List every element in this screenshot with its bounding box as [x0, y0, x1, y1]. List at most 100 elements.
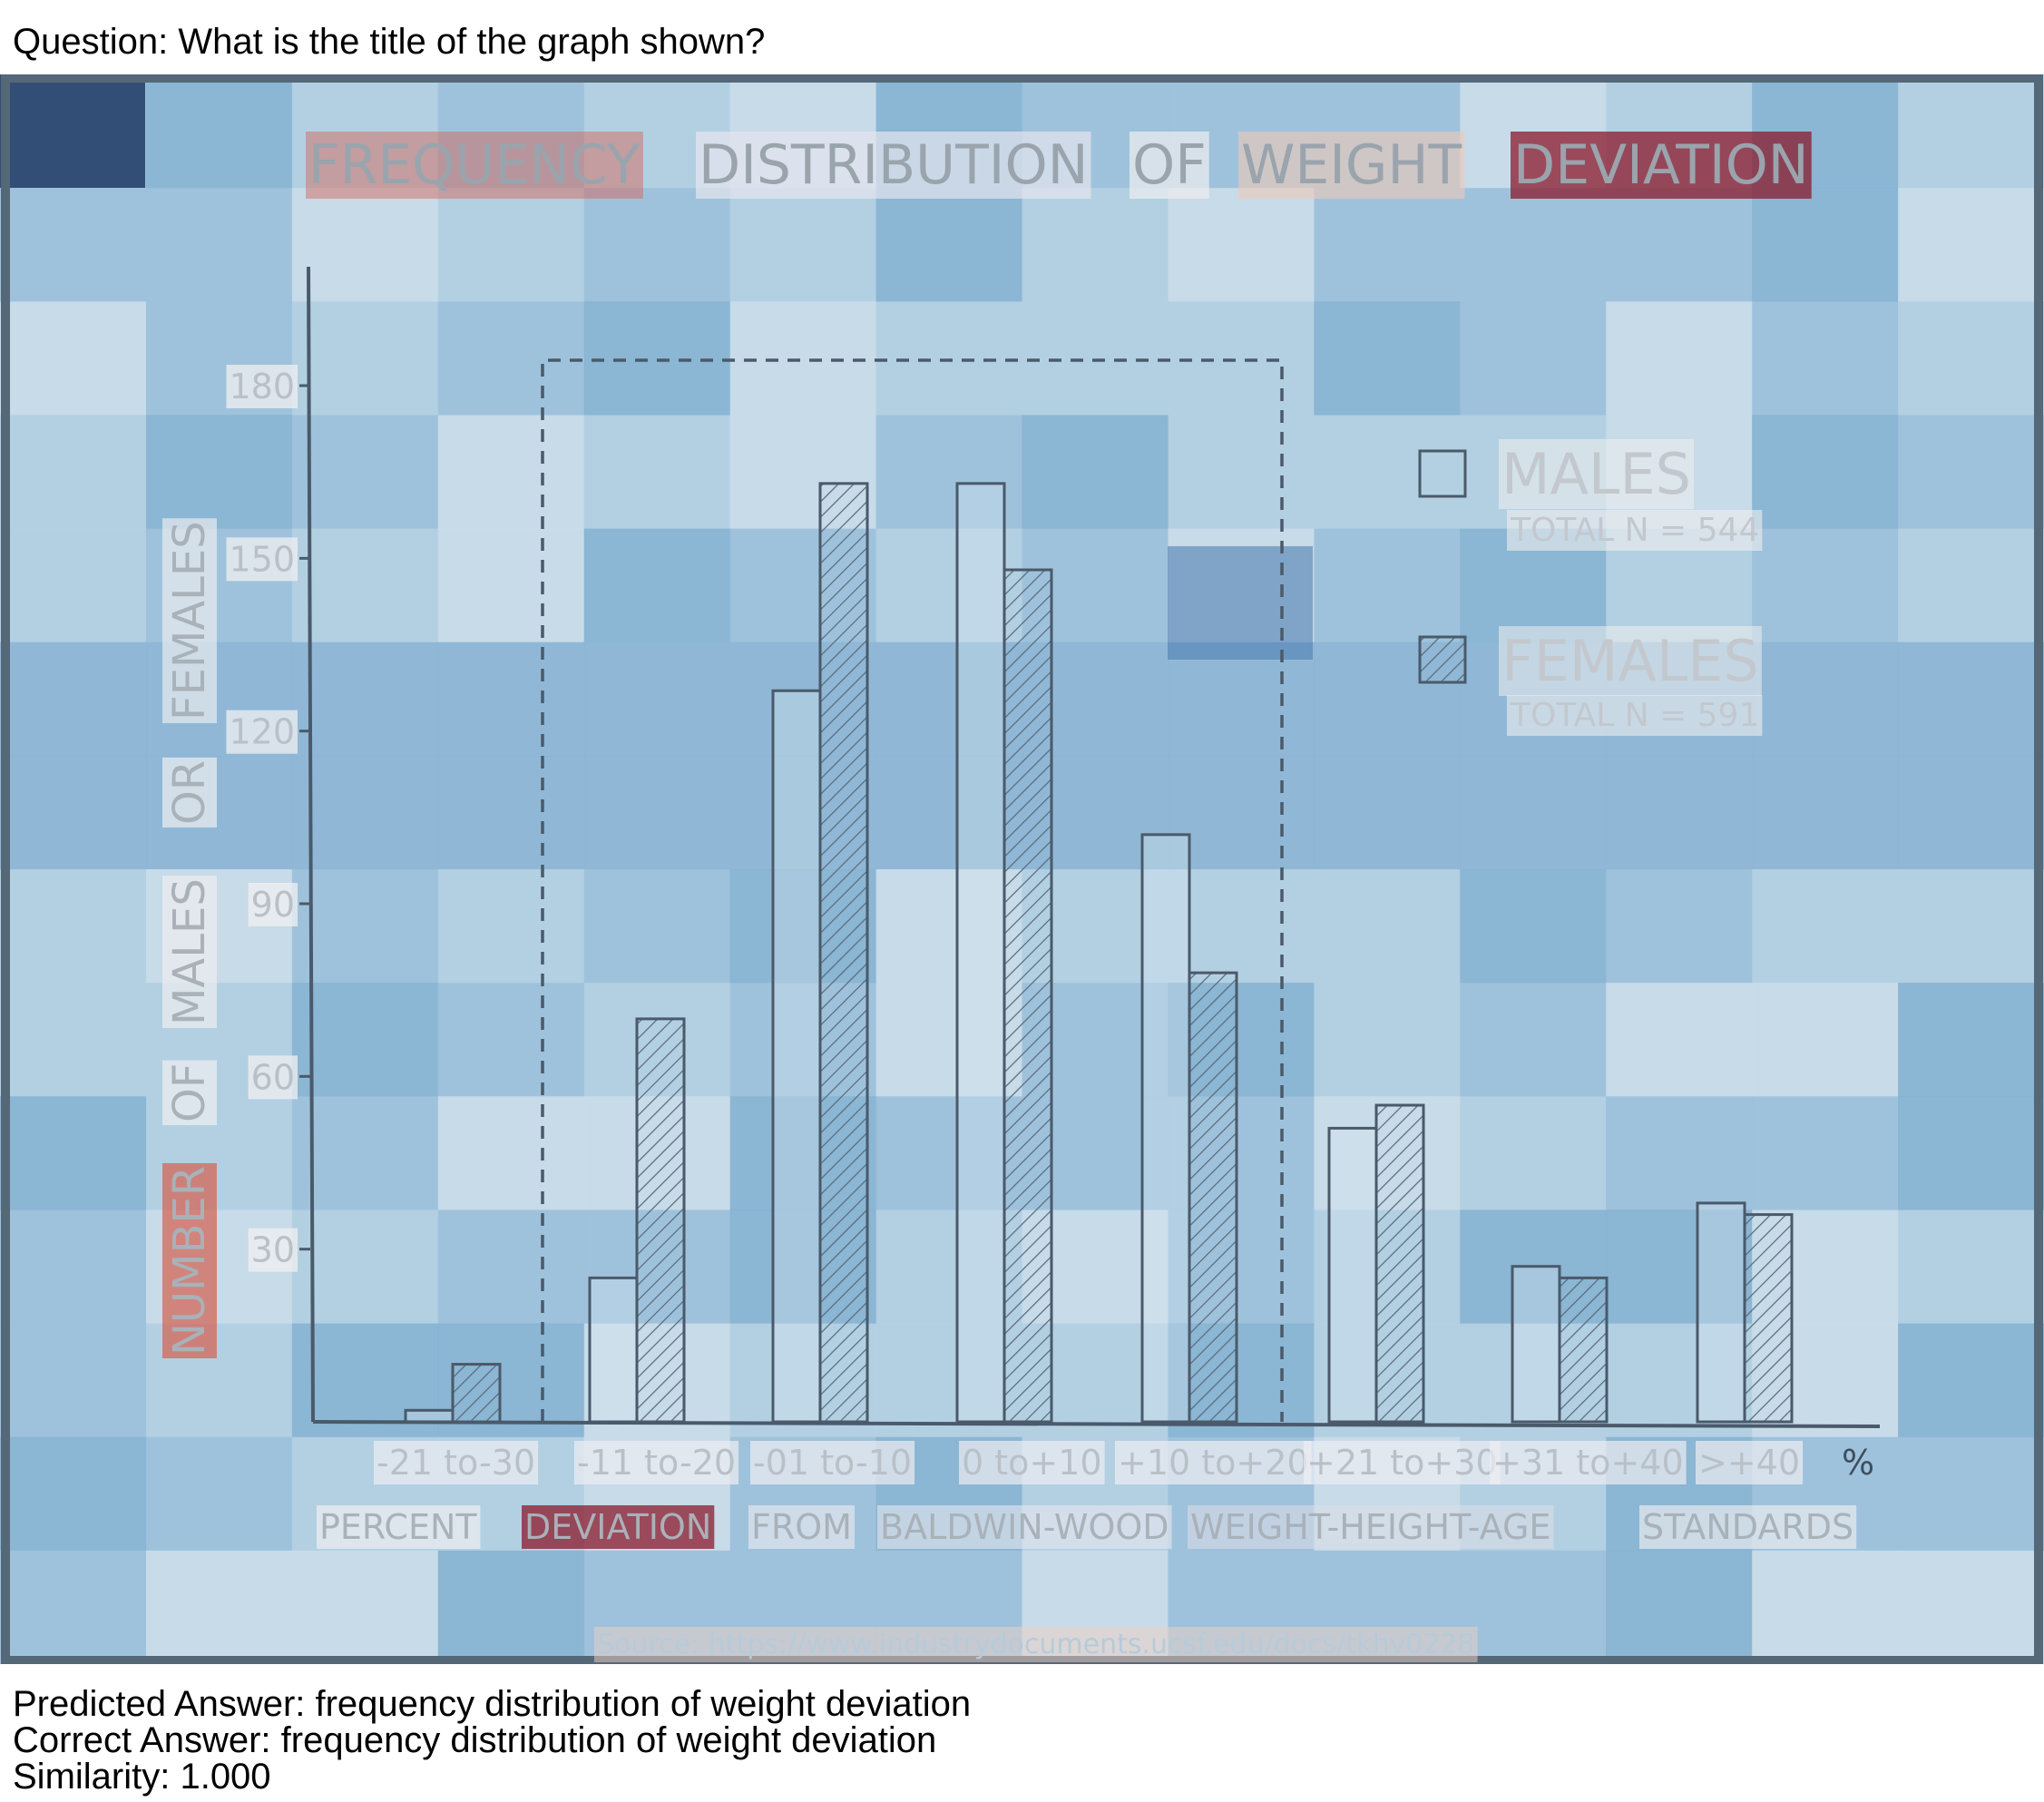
heat-cell: [583, 528, 731, 643]
heat-cell: [1022, 415, 1169, 530]
heat-cell: [583, 641, 731, 757]
x-axis-label: PERCENT DEVIATION FROM BALDWIN-WOOD WEIGHT-H…: [317, 1505, 1857, 1549]
y-axis-word: OF: [164, 1063, 215, 1122]
x-tick-label-highlight: [1696, 1441, 1804, 1484]
heat-cell: [437, 528, 585, 643]
heat-cell: [1898, 1550, 2044, 1664]
y-axis-word-highlight: [162, 757, 217, 828]
y-tick-label-group: 90: [248, 883, 298, 926]
y-tick-label-highlight: [226, 710, 298, 754]
x-axis-word: DEVIATION: [524, 1507, 711, 1547]
x-tick-label-highlight: [959, 1441, 1105, 1484]
legend-males-label-highlight: [1499, 439, 1694, 509]
chart-svg: FREQUENCY DISTRIBUTION OF WEIGHT DEVIATION 3…: [0, 74, 2044, 1664]
heat-cell: [1606, 1209, 1754, 1325]
y-axis-word-highlight: [162, 1060, 217, 1125]
y-axis-word-group: MALES: [162, 876, 217, 1028]
bar-females: [1743, 1213, 1794, 1424]
title-word: DEVIATION: [1513, 133, 1809, 197]
heat-cell: [1752, 415, 1900, 530]
title-word: WEIGHT: [1241, 133, 1462, 197]
x-tick-label-highlight: [750, 1441, 915, 1484]
bar-males: [1327, 1126, 1378, 1424]
heat-cell: [145, 415, 293, 530]
x-tick-label-group: 0 to+10: [959, 1441, 1105, 1484]
y-axis-word-group: NUMBER: [162, 1162, 217, 1358]
heat-cell: [1314, 869, 1462, 984]
y-axis-word: OR: [164, 760, 215, 825]
heat-cell: [0, 1550, 147, 1664]
heat-cell: [875, 188, 1023, 303]
title-word-highlight: [696, 132, 1091, 199]
x-tick-label-group: -01 to-10: [750, 1441, 915, 1484]
heat-cell: [0, 1096, 147, 1211]
x-axis-word: BALDWIN-WOOD: [880, 1507, 1169, 1547]
y-axis-word-group: FEMALES: [162, 518, 217, 723]
heat-cell: [437, 1096, 585, 1211]
heat-cell: [0, 188, 147, 303]
chart-title: FREQUENCY DISTRIBUTION OF WEIGHT DEVIATION: [306, 132, 1812, 199]
heat-cell: [1314, 983, 1462, 1098]
x-axis-word-group: FROM: [748, 1505, 855, 1549]
x-axis-word: WEIGHT-HEIGHT-AGE: [1190, 1507, 1550, 1547]
y-axis-word: NUMBER: [164, 1166, 215, 1356]
heat-cell: [1460, 869, 1608, 984]
legend-females-label-highlight: [1499, 626, 1762, 696]
heat-cell: [1314, 528, 1462, 643]
source-line: Source: https://www.industrydocuments.uc…: [594, 1627, 1478, 1662]
heat-cell: [1752, 528, 1900, 643]
y-tick-label: 150: [229, 539, 295, 579]
heat-cell: [1168, 415, 1315, 530]
x-tick-label: -11 to-20: [577, 1443, 736, 1483]
y-tick-label-group: 30: [248, 1228, 298, 1272]
bar-females: [1374, 1103, 1425, 1424]
heat-cell: [1898, 1209, 2044, 1325]
y-axis-word-highlight: [162, 518, 217, 723]
x-axis-word-group: WEIGHT-HEIGHT-AGE: [1188, 1505, 1554, 1549]
y-tick-label: 90: [251, 885, 295, 925]
bar-males: [404, 1408, 455, 1424]
legend-females-label-group: FEMALES: [1499, 626, 1762, 696]
x-tick-label: -01 to-10: [753, 1443, 912, 1483]
heat-cell: [1606, 1096, 1754, 1211]
heat-cell: [1752, 983, 1900, 1098]
heat-cell: [1752, 301, 1900, 416]
heat-cell: [1314, 415, 1462, 530]
similarity-score: Similarity: 1.000: [13, 1757, 271, 1797]
heat-cell: [1606, 983, 1754, 1098]
heat-cell: [291, 528, 439, 643]
legend-swatch-males: [1418, 449, 1467, 498]
x-axis-word-highlight: [522, 1505, 715, 1549]
bar-males: [588, 1276, 639, 1424]
heat-cell: [437, 869, 585, 984]
heat-cell: [1752, 869, 1900, 984]
x-axis-word-highlight: [1639, 1505, 1857, 1549]
x-tick-label: 0 to+10: [962, 1443, 1102, 1483]
legend-females-total: TOTAL N = 591: [1510, 697, 1759, 734]
bar-females: [1188, 971, 1238, 1424]
x-tick-label-highlight: [1490, 1441, 1687, 1484]
x-tick-label: +21 to+30: [1306, 1443, 1498, 1483]
heat-cell: [291, 1209, 439, 1325]
heat-cell: [583, 188, 731, 303]
heat-cell: [1168, 641, 1315, 757]
title-word: DISTRIBUTION: [699, 133, 1089, 197]
heat-cell: [0, 415, 147, 530]
heat-cell: [291, 1323, 439, 1438]
heat-cell: [875, 528, 1023, 643]
heat-cell: [583, 415, 731, 530]
heat-cell-dark: [0, 74, 145, 188]
bar-males: [1140, 833, 1191, 1424]
y-tick-label-group: 60: [248, 1055, 298, 1100]
legend-males-label: MALES: [1501, 441, 1691, 507]
heat-cell: [291, 188, 439, 303]
heat-cell: [291, 415, 439, 530]
bar-females: [451, 1363, 502, 1424]
y-axis-word-group: OF: [162, 1060, 217, 1125]
y-tick-label: 30: [251, 1230, 295, 1270]
heat-cell: [729, 188, 877, 303]
heat-cell: [437, 641, 585, 757]
heat-cell: [1314, 755, 1462, 870]
heat-cell: [1460, 1550, 1608, 1664]
x-unit-label: %: [1842, 1443, 1874, 1483]
